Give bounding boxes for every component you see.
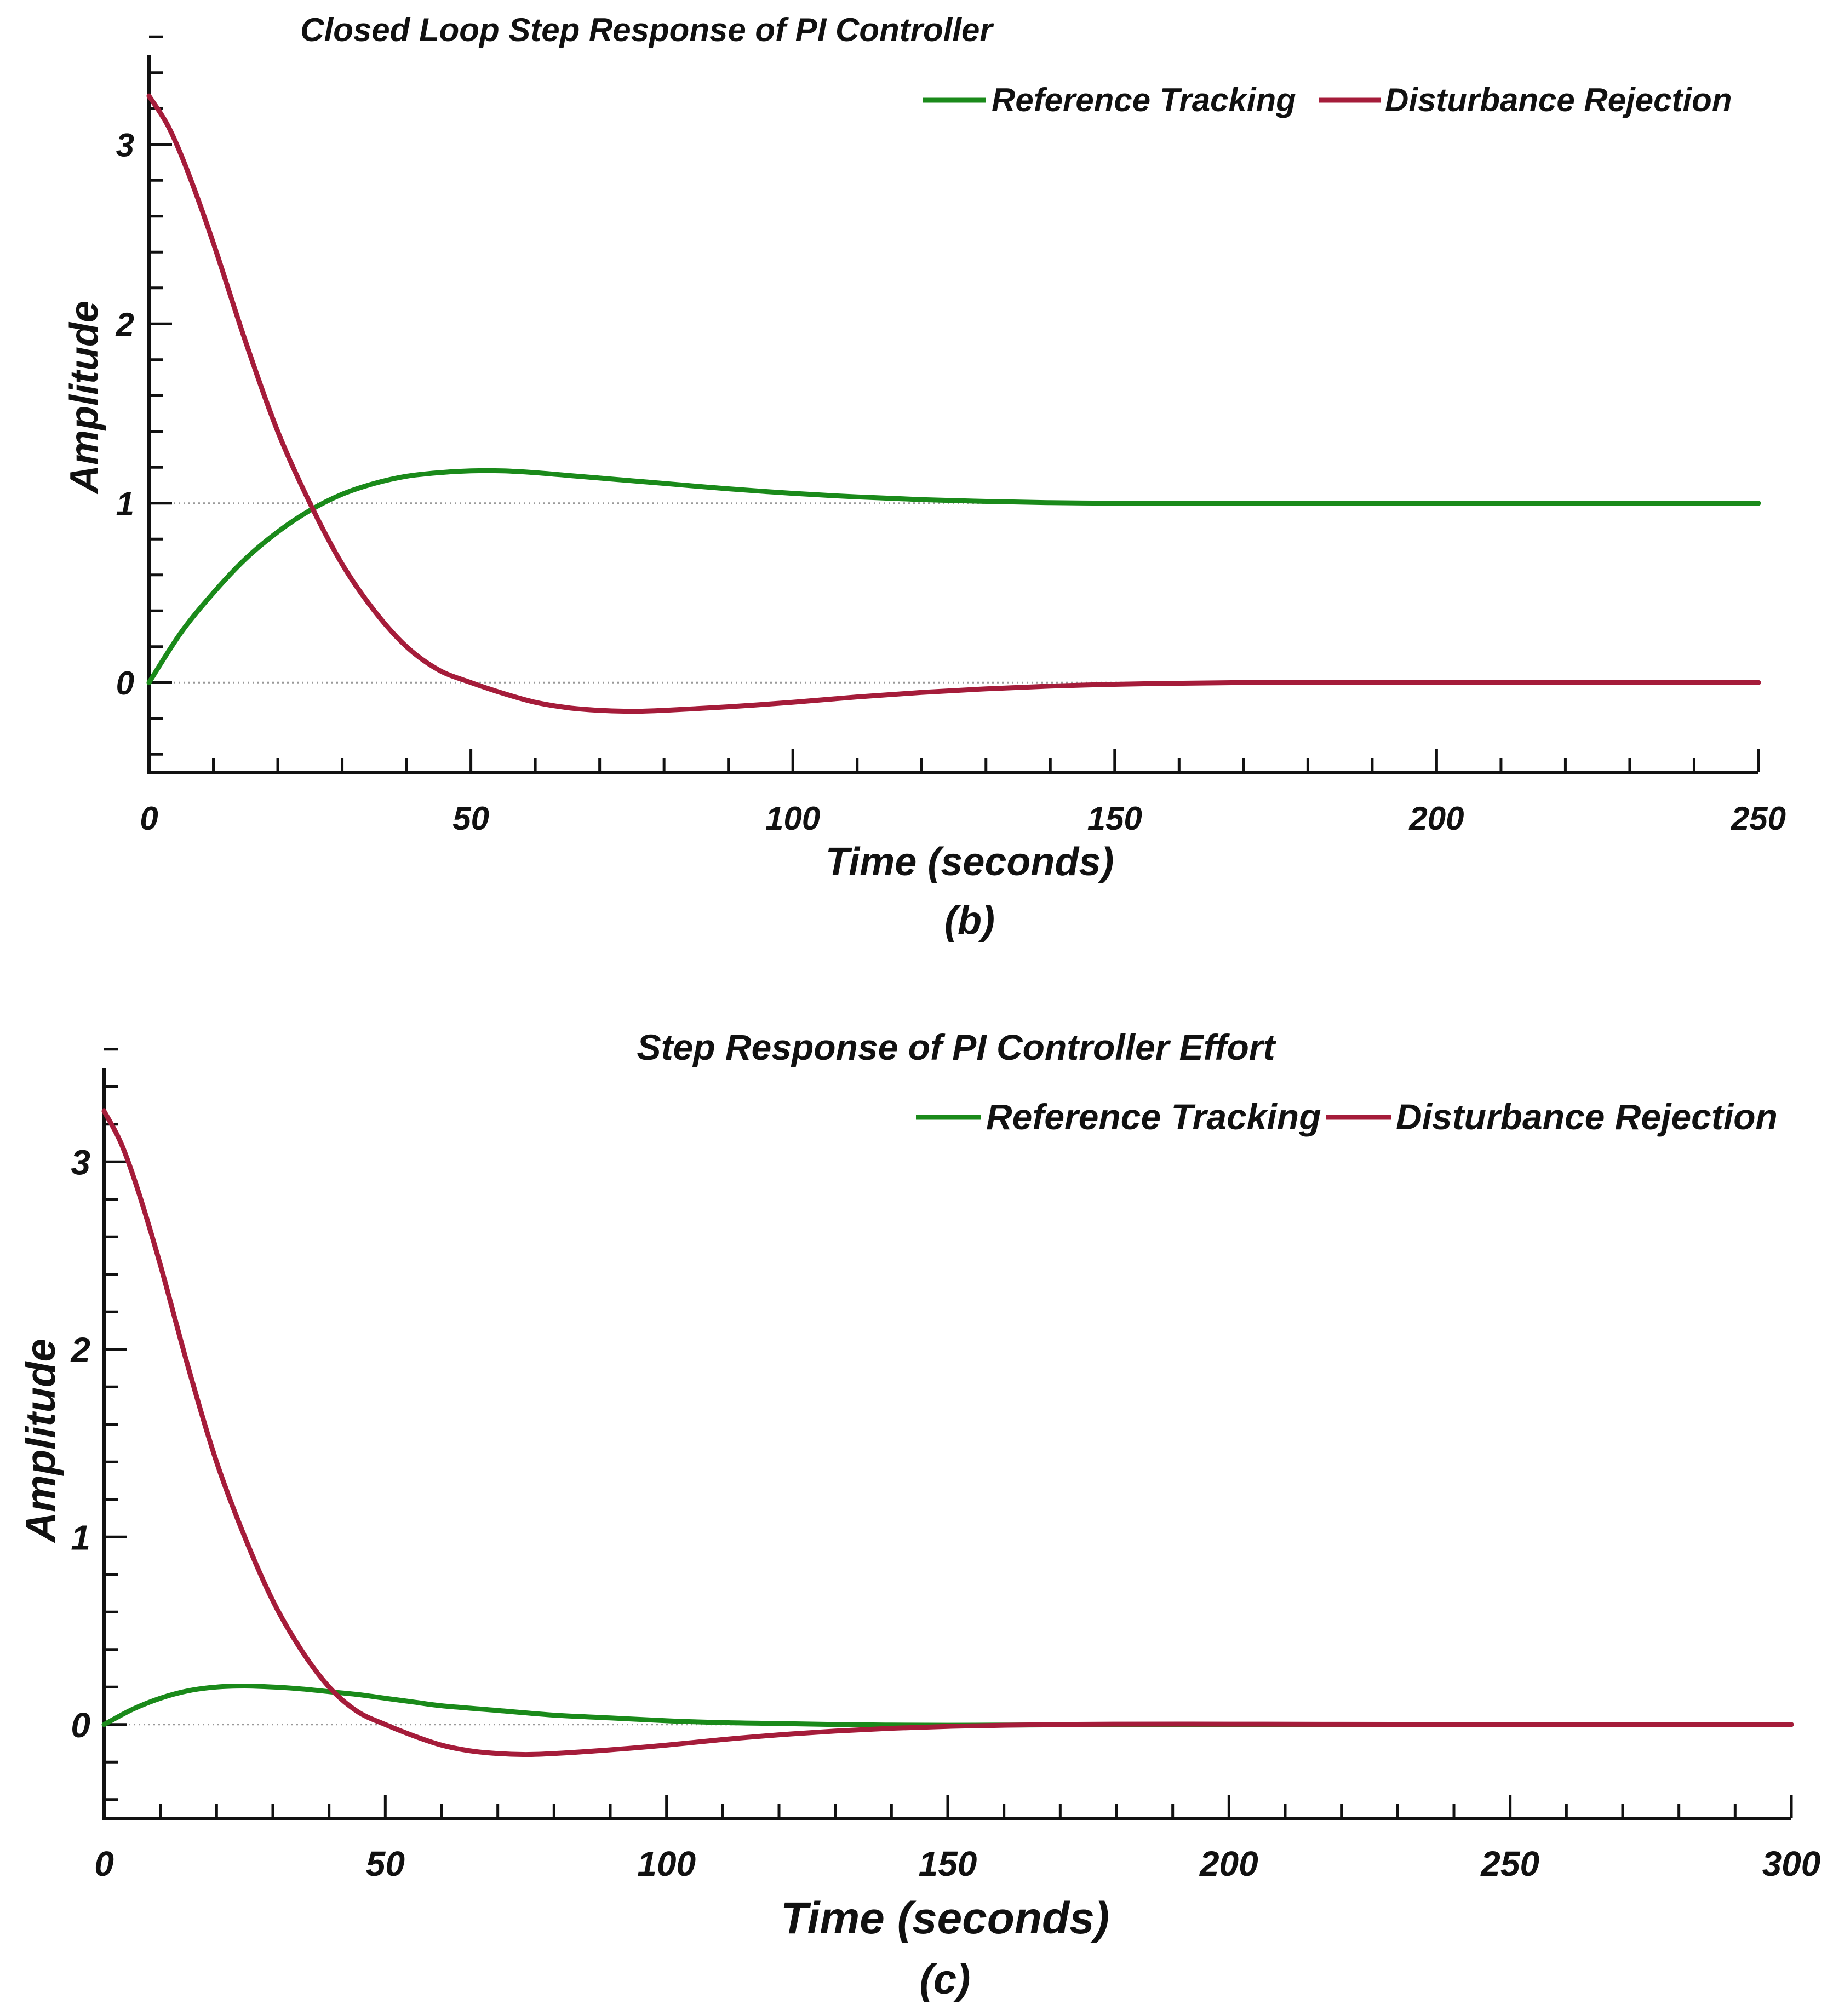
x-tick-label: 150 bbox=[919, 1844, 977, 1883]
x-tick-label: 50 bbox=[452, 800, 489, 837]
axis-ticks bbox=[102, 1048, 1793, 1818]
x-tick-label: 200 bbox=[1408, 800, 1464, 837]
legend-label-disturbance-rejection: Disturbance Rejection bbox=[1396, 1096, 1778, 1137]
y-axis-label: Amplitude bbox=[62, 301, 106, 495]
x-tick-label: 200 bbox=[1199, 1844, 1258, 1883]
x-tick-label: 300 bbox=[1762, 1844, 1821, 1883]
chart-title: Closed Loop Step Response of PI Controll… bbox=[300, 12, 994, 48]
axes bbox=[147, 55, 1758, 774]
figure-caption: (b) bbox=[944, 899, 995, 943]
y-axis-label: Amplitude bbox=[18, 1339, 64, 1543]
series-line-reference-tracking bbox=[146, 468, 1761, 685]
x-tick-label: 250 bbox=[1731, 800, 1786, 837]
x-tick-label: 250 bbox=[1480, 1844, 1539, 1883]
x-axis-label: Time (seconds) bbox=[826, 840, 1114, 884]
series-line-disturbance-rejection bbox=[146, 93, 1761, 714]
x-tick-labels: 0 50 100 150 200 250 300 bbox=[94, 1844, 1820, 1883]
reference-lines bbox=[149, 502, 1758, 684]
y-tick-label: 2 bbox=[116, 306, 134, 343]
chart-panel-b: Closed Loop Step Response of PI Controll… bbox=[62, 12, 1786, 943]
legend: Reference Tracking Disturbance Rejection bbox=[916, 1096, 1778, 1137]
x-axis-label: Time (seconds) bbox=[781, 1893, 1109, 1943]
legend-label-reference-tracking: Reference Tracking bbox=[992, 82, 1296, 118]
series-lines bbox=[101, 1108, 1794, 1757]
chart-panel-c: Step Response of PI Controller Effort 0 5… bbox=[18, 1027, 1820, 2003]
figure-caption: (c) bbox=[920, 1956, 971, 2003]
y-tick-label: 3 bbox=[116, 127, 134, 163]
legend-label-disturbance-rejection: Disturbance Rejection bbox=[1385, 82, 1732, 118]
y-tick-label: 0 bbox=[116, 665, 134, 702]
x-tick-labels: 0 50 100 150 200 250 bbox=[140, 800, 1786, 837]
chart-title: Step Response of PI Controller Effort bbox=[637, 1027, 1277, 1067]
y-tick-label: 3 bbox=[71, 1142, 90, 1182]
x-tick-label: 100 bbox=[637, 1844, 696, 1883]
x-tick-label: 150 bbox=[1087, 800, 1142, 837]
x-tick-label: 0 bbox=[94, 1844, 114, 1883]
x-tick-label: 50 bbox=[366, 1844, 405, 1883]
x-tick-label: 0 bbox=[140, 800, 158, 837]
series-line-disturbance-rejection bbox=[101, 1108, 1794, 1757]
axes bbox=[102, 1068, 1791, 1820]
y-tick-labels: 0 1 2 3 bbox=[70, 1142, 90, 1745]
y-tick-labels: 0 1 2 3 bbox=[116, 127, 134, 702]
y-tick-label: 0 bbox=[71, 1705, 90, 1745]
series-line-reference-tracking bbox=[101, 1684, 1794, 1728]
legend-label-reference-tracking: Reference Tracking bbox=[986, 1096, 1321, 1137]
y-tick-label: 1 bbox=[116, 485, 134, 522]
series-lines bbox=[146, 93, 1761, 714]
x-tick-label: 100 bbox=[765, 800, 820, 837]
y-tick-label: 1 bbox=[71, 1518, 90, 1557]
legend: Reference Tracking Disturbance Rejection bbox=[923, 82, 1732, 118]
y-tick-label: 2 bbox=[70, 1330, 90, 1370]
axis-ticks bbox=[147, 35, 1760, 772]
